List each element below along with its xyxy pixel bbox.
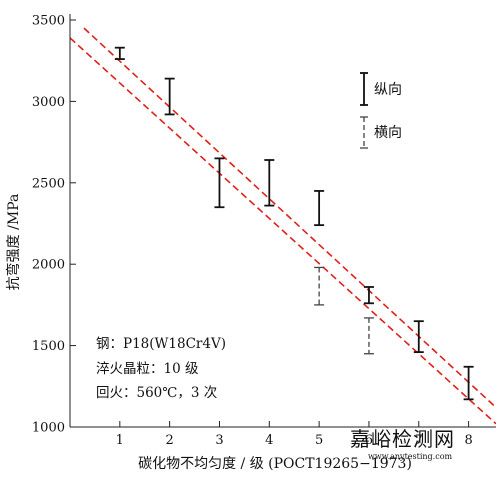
longitudinal-error-bar: [463, 365, 474, 401]
y-axis-title: 抗弯强度 /MPa: [5, 194, 22, 291]
band-line-upper: [83, 27, 496, 409]
x-axis: 1 2 3 4 5 6 7 8: [116, 421, 473, 448]
longitudinal-error-bar: [214, 157, 225, 209]
x-tick-label: 7: [415, 433, 423, 448]
x-tick-label: 8: [464, 433, 472, 448]
longitudinal-error-bar: [164, 77, 175, 116]
band-line-lower: [70, 37, 496, 425]
y-tick-label: 1000: [32, 421, 65, 436]
y-tick-label: 1500: [32, 339, 65, 354]
longitudinal-error-bar: [314, 190, 325, 227]
y-axis: 1000 1500 2000 2500 3000 3500: [32, 14, 76, 436]
y-tick-label: 2500: [32, 176, 65, 191]
y-tick-label: 2000: [32, 258, 65, 273]
x-tick-label: 2: [166, 433, 174, 448]
annotation-block: 钢：P18(W18Cr4V) 淬火晶粒：10 级 回火：560℃，3 次: [96, 336, 226, 401]
x-tick-label: 3: [215, 433, 223, 448]
x-tick-label: 5: [315, 433, 323, 448]
watermark-text: 嘉峪检测网: [350, 427, 455, 451]
legend-label: 横向: [374, 125, 402, 141]
y-tick-label: 3500: [32, 14, 65, 29]
longitudinal-error-bar: [114, 46, 125, 60]
longitudinal-error-bar: [264, 159, 275, 207]
x-tick-label: 6: [365, 433, 373, 448]
annotation-quench: 淬火晶粒：10 级: [96, 361, 199, 377]
x-axis-title: 碳化物不均匀度 / 级 (POCT19265−1973): [138, 456, 412, 472]
x-tick-label: 4: [265, 433, 273, 448]
legend-label: 纵向: [374, 82, 402, 98]
longitudinal-error-bar: [413, 320, 424, 354]
longitudinal-error-bar: [363, 286, 374, 305]
y-tick-label: 3000: [32, 95, 65, 110]
trend-band-lines: [70, 27, 496, 425]
annotation-temper: 回火：560℃，3 次: [96, 385, 217, 401]
watermark-subtext: www.anytesting.com: [368, 452, 453, 461]
transverse-error-bar: [314, 266, 325, 306]
annotation-steel: 钢：P18(W18Cr4V): [96, 336, 226, 352]
transverse-error-bar: [363, 317, 374, 355]
error-bars: [114, 46, 474, 401]
legend-item-transverse: 横向: [360, 116, 402, 149]
plot-frame: [69, 14, 496, 428]
watermark: 嘉峪检测网 www.anytesting.com: [350, 427, 455, 461]
legend-item-longitudinal: 纵向: [360, 72, 402, 106]
x-tick-label: 1: [116, 433, 124, 448]
